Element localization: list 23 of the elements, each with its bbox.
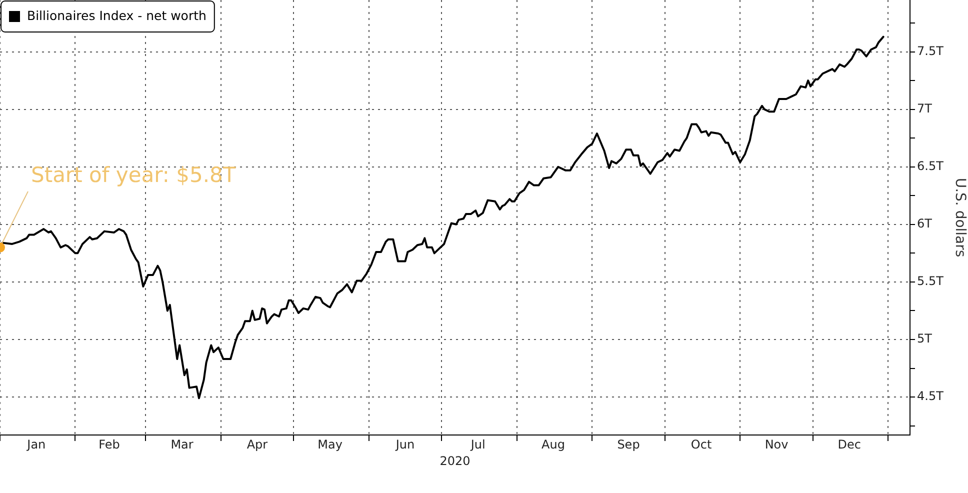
y-tick-label: 6.5T xyxy=(917,158,944,173)
x-tick-label: May xyxy=(318,437,342,452)
y-tick-label: 7.5T xyxy=(917,44,944,58)
y-tick-label: 4.5T xyxy=(917,389,944,404)
x-tick-label: Apr xyxy=(246,437,268,452)
y-tick-label: 7T xyxy=(917,101,933,116)
x-tick-label: Aug xyxy=(542,437,565,452)
legend-label: Billionaires Index - net worth xyxy=(27,8,206,23)
x-tick-label: Mar xyxy=(170,437,194,452)
y-axis-title: U.S. dollars xyxy=(952,178,968,258)
x-tick-label: Jul xyxy=(470,437,486,452)
x-tick-label: Nov xyxy=(764,437,788,452)
x-tick-label: Jan xyxy=(26,437,46,452)
x-tick-label: Dec xyxy=(838,437,861,452)
x-tick-label: Feb xyxy=(98,437,120,452)
y-tick-label: 5.5T xyxy=(917,274,944,288)
x-tick-label: Jun xyxy=(394,437,415,452)
y-tick-label: 6T xyxy=(917,216,933,231)
y-tick-label: 5T xyxy=(917,332,933,346)
x-axis-title: 2020 xyxy=(440,454,470,468)
annotation: Start of year: $5.8T xyxy=(31,162,236,187)
x-tick-label: Oct xyxy=(690,437,712,452)
x-tick-label: Sep xyxy=(617,437,640,452)
